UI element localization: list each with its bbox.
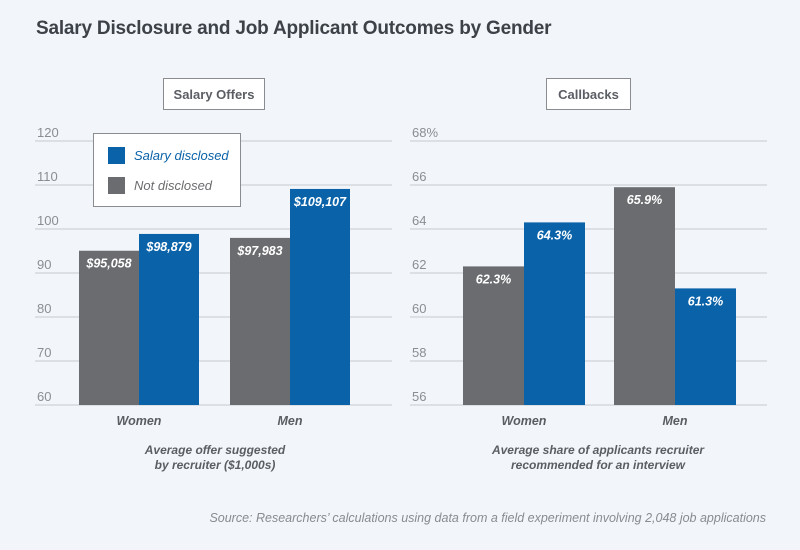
- bar-women-salary-disclosed: [139, 233, 199, 405]
- bar-women-not-disclosed: [79, 250, 139, 405]
- y-tick-label: 70: [37, 345, 51, 360]
- source-note: Source: Researchers’ calculations using …: [209, 511, 766, 525]
- y-tick-label: 80: [37, 301, 51, 316]
- legend-swatch-not-disclosed: [108, 177, 125, 194]
- y-tick-label: 90: [37, 257, 51, 272]
- salary-axis-caption: Average offer suggested by recruiter ($1…: [100, 443, 330, 473]
- y-tick-label: 110: [37, 169, 58, 184]
- panel-label-callbacks: Callbacks: [546, 78, 631, 110]
- data-label: $109,107: [293, 195, 347, 209]
- bar-men-not-disclosed: [230, 237, 290, 405]
- bar-women-not-disclosed: [463, 266, 524, 405]
- callbacks-axis-caption: Average share of applicants recruiter re…: [448, 443, 748, 473]
- data-label: 64.3%: [537, 228, 572, 242]
- chart-title: Salary Disclosure and Job Applicant Outc…: [36, 18, 552, 39]
- y-tick-label: 60: [37, 389, 51, 404]
- legend-label: Not disclosed: [134, 178, 213, 193]
- y-tick-label: 56: [412, 389, 426, 404]
- y-tick-label: 60: [412, 301, 426, 316]
- caption-line: Average share of applicants recruiter: [491, 443, 705, 457]
- caption-line: recommended for an interview: [510, 458, 686, 472]
- y-tick-label: 68%: [412, 125, 438, 140]
- bar-men-salary-disclosed: [290, 188, 350, 405]
- legend-item-not-disclosed: Not disclosed: [108, 177, 212, 194]
- y-tick-label: 66: [412, 169, 426, 184]
- panel-label-salary-offers: Salary Offers: [163, 78, 265, 110]
- y-tick-label: 62: [412, 257, 426, 272]
- category-label: Women: [502, 414, 547, 428]
- bar-men-salary-disclosed: [675, 288, 736, 405]
- y-tick-label: 120: [37, 125, 59, 140]
- y-tick-label: 64: [412, 213, 426, 228]
- category-label: Men: [278, 414, 303, 428]
- data-label: $98,879: [145, 240, 191, 254]
- data-label: $97,983: [236, 244, 282, 258]
- legend-label: Salary disclosed: [134, 148, 229, 163]
- bar-men-not-disclosed: [614, 187, 675, 405]
- legend-item-salary-disclosed: Salary disclosed: [108, 147, 229, 164]
- caption-line: Average offer suggested: [144, 443, 286, 457]
- category-label: Women: [117, 414, 162, 428]
- y-tick-label: 100: [37, 213, 59, 228]
- panel-label-text: Salary Offers: [173, 86, 255, 102]
- panel-label-text: Callbacks: [558, 86, 619, 102]
- caption-line: by recruiter ($1,000s): [154, 458, 276, 472]
- legend-swatch-disclosed: [108, 147, 125, 164]
- legend: Salary disclosed Not disclosed: [93, 133, 241, 207]
- data-label: 61.3%: [688, 294, 723, 308]
- y-tick-label: 58: [412, 345, 426, 360]
- data-label: 65.9%: [627, 193, 662, 207]
- data-label: 62.3%: [476, 272, 511, 286]
- bar-women-salary-disclosed: [524, 222, 585, 405]
- data-label: $95,058: [85, 257, 131, 271]
- category-label: Men: [663, 414, 688, 428]
